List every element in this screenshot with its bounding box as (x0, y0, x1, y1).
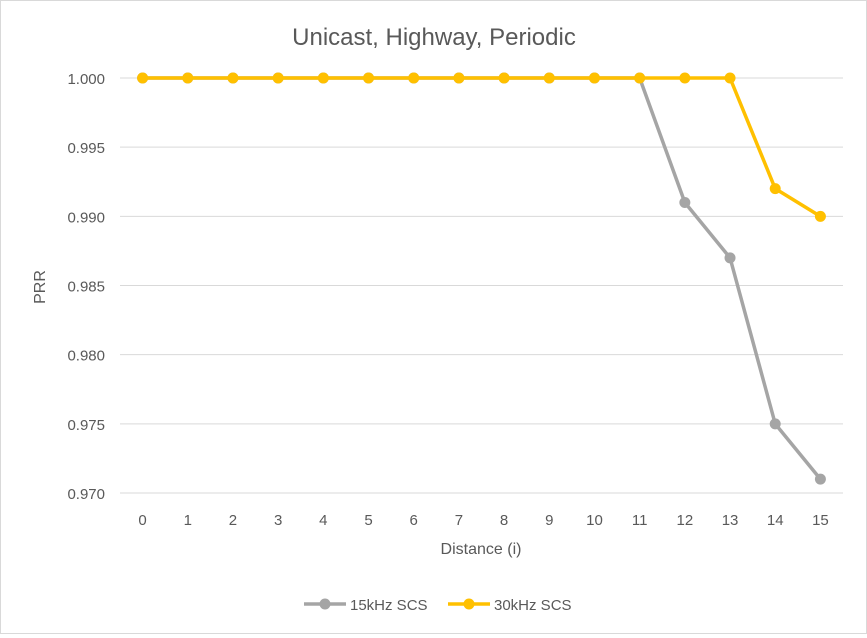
series-gray (137, 72, 826, 485)
series-gold (137, 72, 826, 222)
data-point (588, 72, 600, 84)
data-point (137, 72, 149, 84)
x-tick-label: 4 (319, 512, 327, 529)
data-point (769, 183, 781, 195)
y-tick-label: 0.975 (67, 417, 105, 434)
data-point (634, 72, 646, 84)
x-tick-label: 11 (632, 512, 648, 529)
data-point (408, 72, 420, 84)
x-tick-label: 9 (545, 512, 553, 529)
x-axis-ticks: 0 1 2 3 4 5 6 7 8 9 10 11 12 13 14 15 (138, 512, 828, 529)
x-tick-label: 7 (455, 512, 463, 529)
data-point (679, 72, 691, 84)
x-tick-label: 13 (722, 512, 739, 529)
x-tick-label: 5 (364, 512, 372, 529)
data-point (453, 72, 465, 84)
y-tick-label: 1.000 (67, 71, 105, 88)
data-point (363, 72, 375, 84)
x-tick-label: 14 (767, 512, 784, 529)
legend-item: 30kHz SCS (448, 597, 572, 614)
x-tick-label: 1 (184, 512, 192, 529)
x-axis-label: Distance (i) (441, 541, 522, 558)
series-line (140, 76, 823, 481)
data-point (679, 197, 691, 208)
legend-item: 15kHz SCS (304, 597, 428, 614)
data-point (317, 72, 329, 84)
legend-label: 30kHz SCS (494, 597, 572, 614)
x-tick-label: 2 (229, 512, 237, 529)
data-point (814, 473, 826, 485)
data-point (724, 72, 736, 84)
data-point (182, 72, 194, 84)
y-tick-label: 0.980 (67, 348, 105, 365)
x-tick-label: 10 (586, 512, 603, 529)
series-layer (137, 72, 826, 485)
data-point (814, 210, 826, 222)
x-tick-label: 3 (274, 512, 282, 529)
x-tick-label: 15 (812, 512, 829, 529)
legend-marker (463, 598, 475, 610)
y-tick-label: 0.995 (67, 140, 105, 157)
series-line (140, 76, 823, 219)
data-point (769, 418, 781, 430)
chart-title: Unicast, Highway, Periodic (292, 24, 576, 51)
x-tick-label: 8 (500, 512, 508, 529)
y-tick-label: 0.990 (67, 209, 105, 226)
data-point (543, 72, 555, 84)
y-tick-label: 0.970 (67, 486, 105, 503)
legend-marker (319, 598, 331, 610)
data-point (498, 72, 510, 84)
data-point (272, 72, 284, 84)
gridlines (120, 77, 843, 425)
data-point (227, 72, 239, 84)
y-axis-ticks: 0.970 0.975 0.980 0.985 0.990 0.995 1.000 (67, 71, 105, 503)
y-axis-label: PRR (32, 270, 49, 304)
x-tick-label: 0 (138, 512, 146, 529)
data-point (724, 252, 736, 264)
y-tick-label: 0.985 (67, 279, 105, 296)
legend-label: 15kHz SCS (350, 597, 428, 614)
legend: 15kHz SCS 30kHz SCS (304, 597, 572, 614)
x-tick-label: 6 (410, 512, 418, 529)
x-tick-label: 12 (677, 512, 694, 529)
